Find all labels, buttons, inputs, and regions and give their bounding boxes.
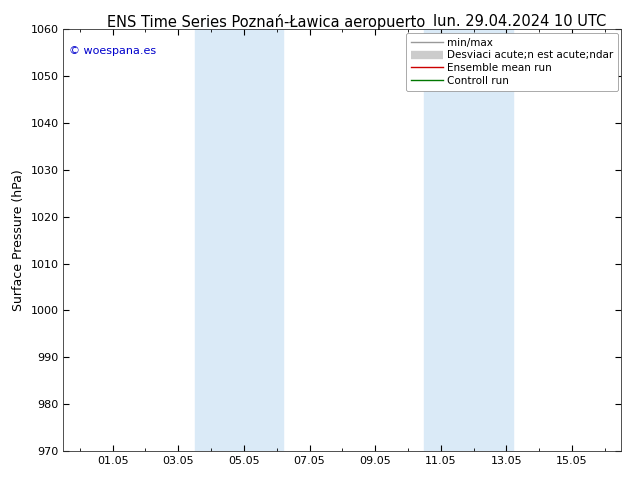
Legend: min/max, Desviaci acute;n est acute;ndar, Ensemble mean run, Controll run: min/max, Desviaci acute;n est acute;ndar…	[406, 32, 618, 91]
Text: ENS Time Series Poznań-Ławica aeropuerto: ENS Time Series Poznań-Ławica aeropuerto	[107, 14, 425, 30]
Text: © woespana.es: © woespana.es	[69, 46, 156, 56]
Text: lun. 29.04.2024 10 UTC: lun. 29.04.2024 10 UTC	[433, 14, 607, 29]
Bar	[424, 29, 513, 451]
Bar	[195, 29, 283, 451]
Y-axis label: Surface Pressure (hPa): Surface Pressure (hPa)	[12, 169, 25, 311]
